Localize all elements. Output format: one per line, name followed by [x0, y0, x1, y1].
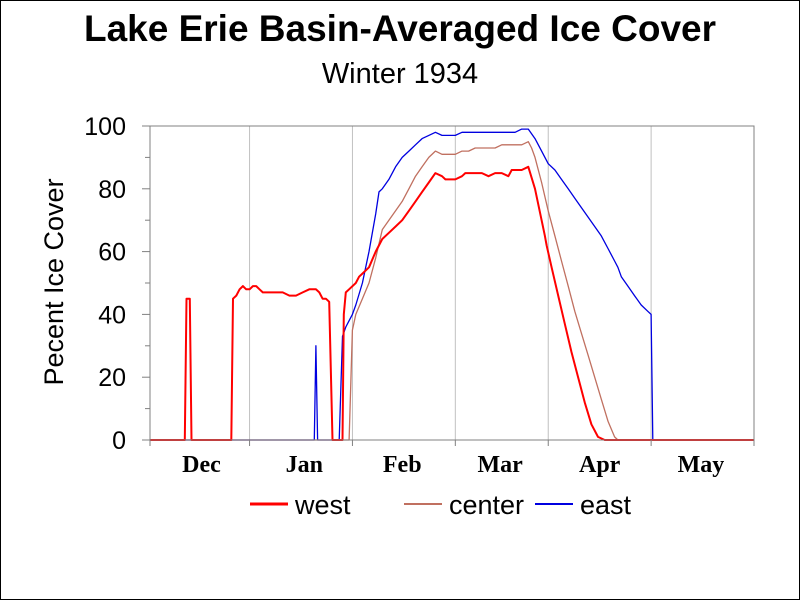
y-tick-label: 100 [84, 113, 126, 141]
x-tick-label: Feb [383, 452, 422, 478]
y-tick-label: 40 [98, 301, 126, 329]
legend: west center east [250, 490, 632, 520]
legend-label-center: center [449, 490, 524, 520]
y-tick-label: 80 [98, 176, 126, 204]
y-tick-label: 20 [98, 364, 126, 392]
series-layer [150, 128, 754, 441]
y-axis-label: Pecent Ice Cover [39, 178, 69, 385]
series-line-center [150, 141, 754, 441]
x-tick-label: Dec [182, 452, 221, 478]
x-tick-label: Jan [286, 452, 323, 478]
x-tick-label: Apr [579, 452, 621, 478]
y-tick-label: 0 [112, 427, 126, 455]
chart-subtitle: Winter 1934 [321, 58, 479, 90]
y-tick-label: 60 [98, 239, 126, 267]
x-tick-label: Mar [477, 452, 523, 478]
axis-layer: 0 20 40 60 80 100 Dec Jan Feb Mar Apr May [84, 113, 755, 478]
grid-layer [249, 126, 652, 440]
legend-label-east: east [580, 490, 632, 520]
series-line-west [150, 165, 754, 441]
legend-label-west: west [294, 490, 351, 520]
plot-border [149, 125, 755, 441]
x-tick-label: May [678, 452, 725, 478]
series-line-east [150, 128, 754, 441]
chart-title: Lake Erie Basin-Averaged Ice Cover [83, 8, 717, 49]
